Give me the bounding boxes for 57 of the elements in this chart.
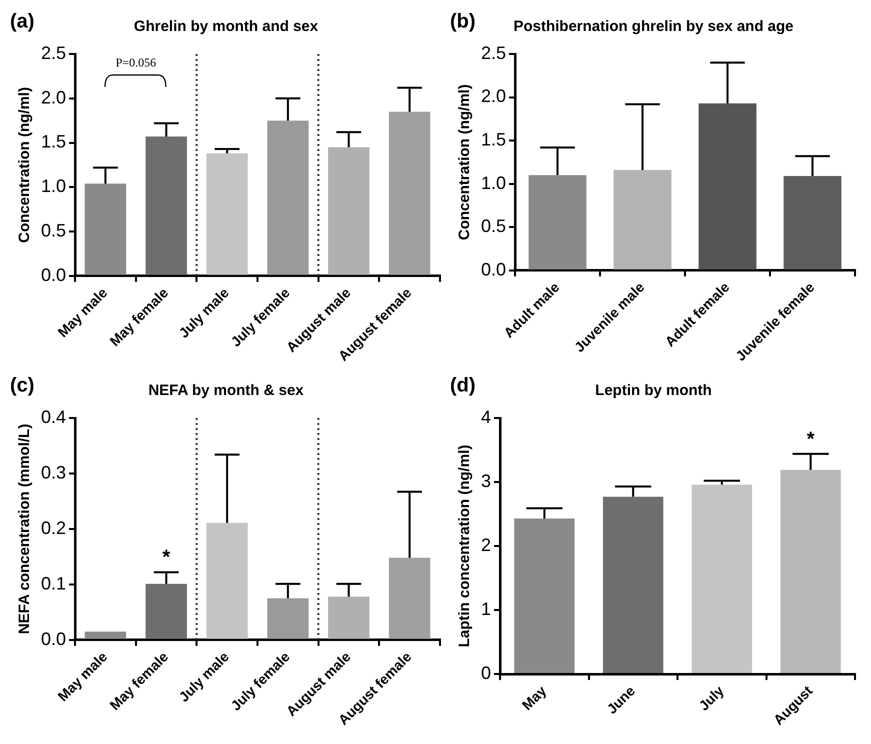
bar — [388, 558, 430, 639]
bar — [146, 584, 187, 639]
y-tick-label: 4 — [480, 406, 492, 427]
bar — [267, 598, 309, 639]
chart-title: Ghrelin by month and sex — [134, 18, 319, 36]
bar — [267, 120, 309, 275]
y-tick-label: 2.0 — [40, 87, 66, 108]
y-tick-label: 0.3 — [40, 462, 66, 482]
bar — [206, 522, 248, 639]
text: (d) — [450, 374, 476, 397]
bar — [146, 136, 187, 275]
y-tick-label: 0.4 — [40, 406, 66, 427]
annotation: * — [162, 546, 170, 569]
bar — [614, 170, 672, 270]
bar — [698, 103, 756, 270]
chart-title: Posthibernation ghrelin by sex and age — [513, 18, 794, 36]
y-tick-label: 3 — [480, 470, 492, 491]
y-tick-label: 2.5 — [480, 42, 506, 63]
y-tick-label: 1.0 — [480, 172, 506, 193]
text: (c) — [10, 374, 34, 397]
chart-title: Leptin by month — [595, 382, 712, 400]
y-tick-label: 2 — [480, 534, 492, 555]
chart-title: NEFA by month & sex — [148, 382, 304, 400]
annotation: P=0.056 — [116, 55, 156, 70]
y-tick-label: 2.0 — [480, 86, 506, 106]
y-tick-label: 1.0 — [40, 176, 66, 196]
y-tick-label: 0.0 — [480, 259, 506, 280]
y-tick-label: 1 — [480, 598, 492, 619]
bar — [528, 175, 586, 270]
y-tick-label: 0.5 — [40, 220, 66, 240]
y-tick-label: 0.5 — [480, 216, 506, 236]
y-tick-label: 0 — [480, 662, 492, 683]
y-tick-label: 0.0 — [40, 628, 66, 649]
bar — [206, 153, 248, 275]
bar — [84, 184, 126, 275]
text: (b) — [450, 10, 476, 33]
y-axis-title: Laptin concentration (ng/ml) — [456, 444, 474, 648]
bar — [328, 596, 370, 639]
y-tick-label: 0.1 — [40, 573, 66, 594]
y-tick-label: 1.5 — [40, 132, 66, 152]
y-axis-title: Concentration (ng/ml) — [456, 84, 474, 240]
y-tick-label: 2.5 — [40, 42, 66, 63]
bar — [328, 147, 370, 275]
y-axis-title: NEFA concentration (mmol/L) — [16, 424, 34, 634]
bar — [84, 632, 126, 639]
bar — [602, 496, 664, 674]
bar — [514, 518, 575, 674]
annotation: * — [806, 428, 815, 450]
bar — [388, 112, 430, 275]
y-tick-label: 0.0 — [40, 264, 66, 285]
y-axis-title: Concentration (ng/ml) — [16, 87, 34, 243]
y-tick-label: 0.2 — [40, 518, 66, 538]
bar — [692, 484, 752, 674]
bar — [780, 470, 841, 674]
text: (a) — [10, 10, 34, 33]
bar — [784, 176, 842, 270]
y-tick-label: 1.5 — [480, 130, 506, 150]
